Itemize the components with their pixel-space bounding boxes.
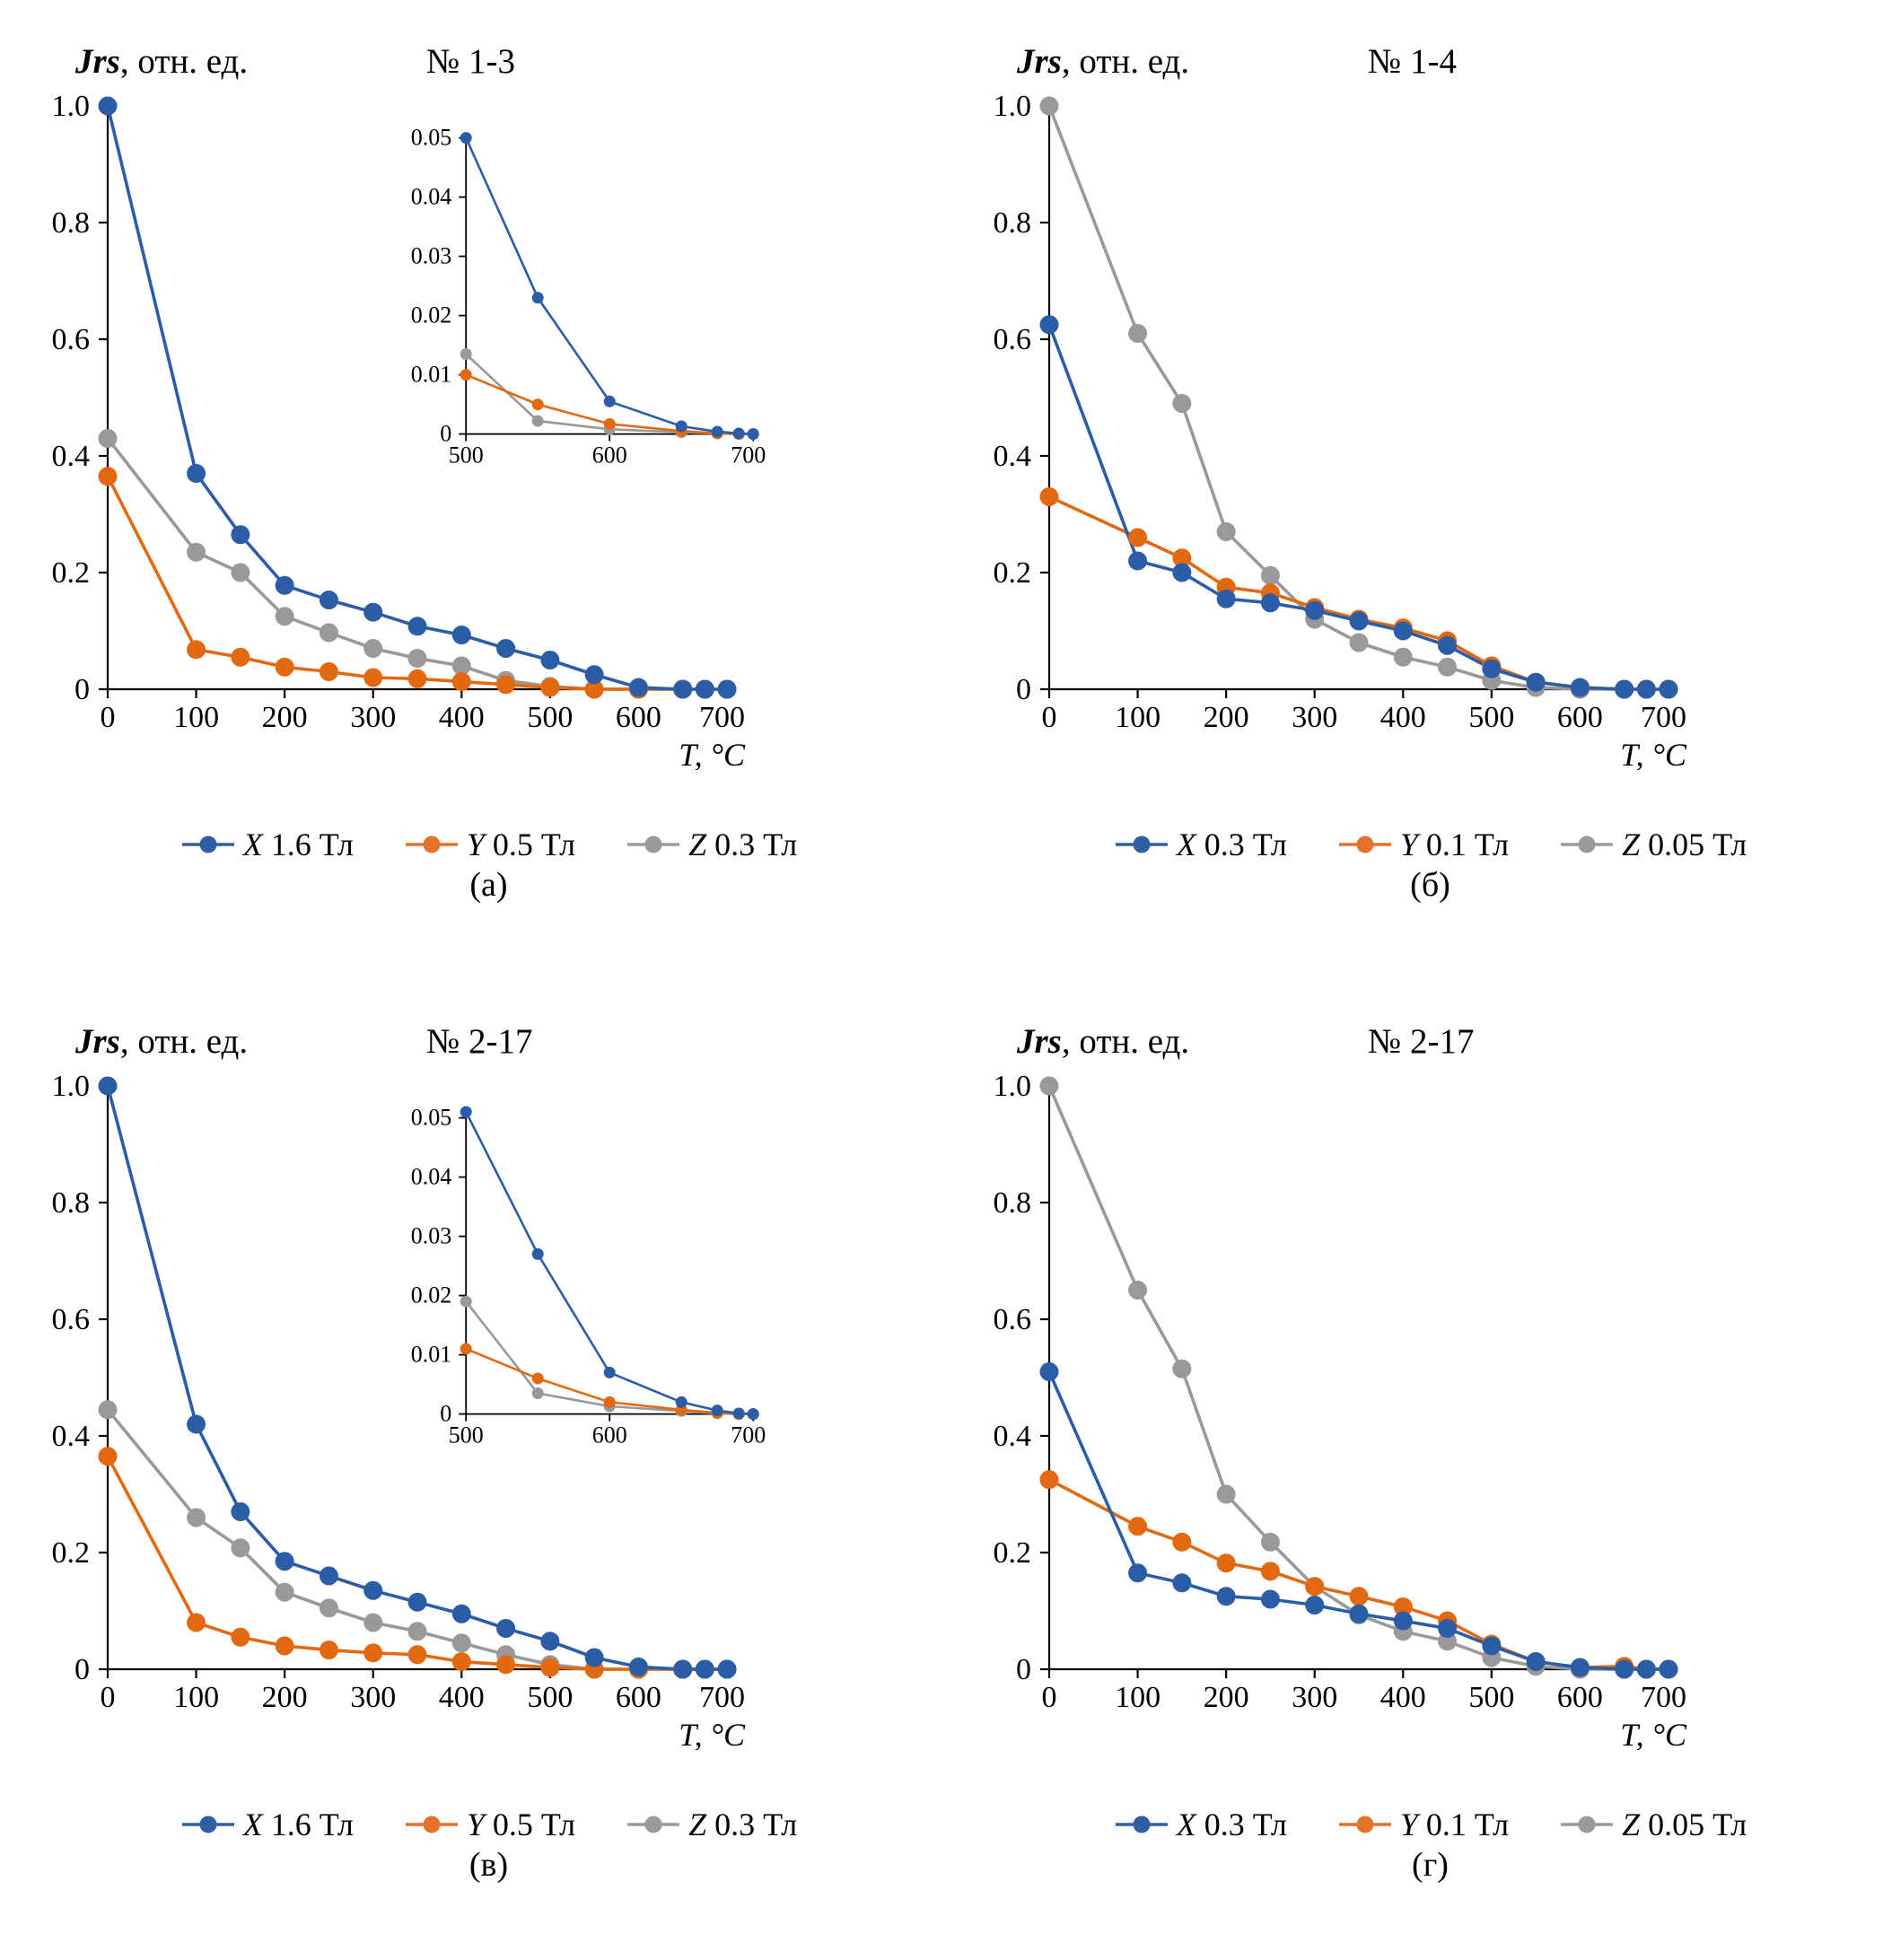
svg-text:500: 500 (1468, 701, 1514, 734)
svg-text:0.02: 0.02 (411, 302, 452, 328)
svg-text:0.2: 0.2 (52, 556, 91, 590)
svg-text:0.2: 0.2 (994, 1536, 1032, 1570)
svg-text:500: 500 (527, 701, 573, 734)
svg-text:700: 700 (699, 1681, 745, 1714)
svg-text:0.8: 0.8 (52, 1186, 91, 1220)
svg-text:600: 600 (616, 1681, 661, 1714)
svg-text:100: 100 (1115, 1681, 1160, 1714)
svg-text:0.04: 0.04 (411, 184, 452, 210)
svg-text:100: 100 (1115, 701, 1160, 734)
svg-text:100: 100 (173, 701, 219, 734)
svg-text:0.03: 0.03 (411, 1223, 452, 1249)
svg-text:0.4: 0.4 (994, 440, 1032, 473)
svg-text:500: 500 (527, 1681, 573, 1714)
svg-text:500: 500 (449, 442, 484, 468)
svg-text:600: 600 (1557, 1681, 1603, 1714)
svg-text:700: 700 (731, 442, 766, 468)
svg-text:600: 600 (1557, 701, 1603, 734)
svg-text:400: 400 (1380, 1681, 1426, 1714)
svg-text:T, °C: T, °C (679, 1717, 746, 1750)
svg-text:1.0: 1.0 (994, 90, 1032, 123)
svg-text:1.0: 1.0 (994, 1070, 1032, 1103)
svg-text:300: 300 (1292, 701, 1337, 734)
svg-text:0: 0 (101, 1681, 116, 1714)
svg-text:0: 0 (1042, 1681, 1057, 1714)
svg-text:300: 300 (350, 1681, 396, 1714)
svg-text:700: 700 (1641, 701, 1686, 734)
svg-text:0.4: 0.4 (994, 1420, 1032, 1453)
svg-text:1.0: 1.0 (52, 1070, 91, 1103)
svg-text:0: 0 (1016, 1653, 1031, 1686)
svg-text:0.03: 0.03 (411, 243, 452, 269)
svg-text:0.8: 0.8 (52, 206, 91, 240)
svg-text:0.01: 0.01 (411, 1342, 452, 1368)
svg-text:300: 300 (1292, 1681, 1337, 1714)
svg-text:300: 300 (350, 701, 396, 734)
svg-text:500: 500 (1468, 1681, 1514, 1714)
svg-text:0.01: 0.01 (411, 362, 452, 388)
svg-text:600: 600 (616, 701, 661, 734)
svg-text:400: 400 (1380, 701, 1426, 734)
svg-text:600: 600 (592, 1422, 627, 1448)
svg-text:0.8: 0.8 (994, 206, 1032, 240)
svg-text:0.6: 0.6 (994, 323, 1032, 356)
svg-text:0.4: 0.4 (52, 440, 91, 473)
svg-text:0.6: 0.6 (994, 1303, 1032, 1336)
svg-text:0.6: 0.6 (52, 323, 91, 356)
svg-text:0.8: 0.8 (994, 1186, 1032, 1220)
svg-text:0: 0 (1042, 701, 1057, 734)
svg-text:T, °C: T, °C (1620, 1717, 1687, 1750)
svg-text:600: 600 (592, 442, 627, 468)
svg-text:0.05: 0.05 (411, 125, 452, 151)
svg-text:0.4: 0.4 (52, 1420, 91, 1453)
svg-text:0: 0 (1016, 673, 1031, 706)
svg-text:0.02: 0.02 (411, 1282, 452, 1308)
svg-text:0: 0 (101, 701, 116, 734)
svg-text:T, °C: T, °C (679, 737, 746, 770)
svg-text:0.05: 0.05 (411, 1105, 452, 1131)
svg-text:400: 400 (439, 1681, 485, 1714)
svg-text:100: 100 (173, 1681, 219, 1714)
svg-text:0: 0 (74, 1653, 90, 1686)
svg-text:700: 700 (731, 1422, 766, 1448)
svg-text:200: 200 (1204, 1681, 1249, 1714)
svg-text:500: 500 (449, 1422, 484, 1448)
svg-text:T, °C: T, °C (1620, 737, 1687, 770)
svg-text:0.2: 0.2 (994, 556, 1032, 590)
svg-text:0: 0 (74, 673, 90, 706)
svg-text:0.6: 0.6 (52, 1303, 91, 1336)
svg-text:200: 200 (262, 1681, 308, 1714)
svg-text:0.04: 0.04 (411, 1164, 452, 1190)
svg-text:0.2: 0.2 (52, 1536, 91, 1570)
svg-text:400: 400 (439, 701, 485, 734)
svg-text:700: 700 (1641, 1681, 1686, 1714)
svg-text:200: 200 (262, 701, 308, 734)
svg-text:1.0: 1.0 (52, 90, 91, 123)
svg-text:200: 200 (1204, 701, 1249, 734)
svg-text:700: 700 (699, 701, 745, 734)
